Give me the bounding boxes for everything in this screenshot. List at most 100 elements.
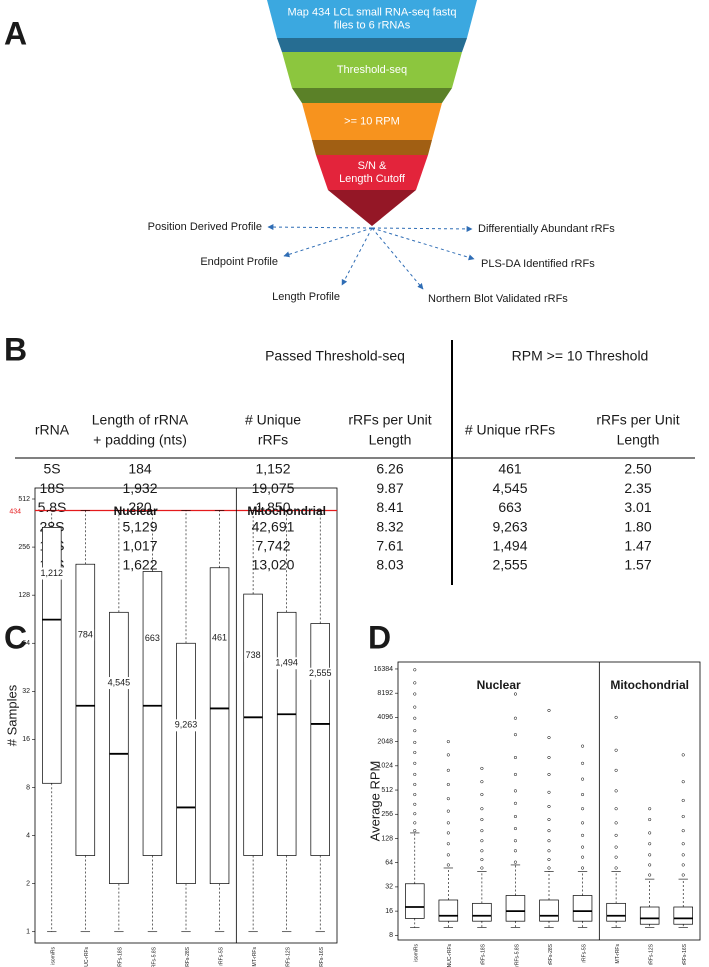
table-cell: 2.50	[624, 461, 651, 477]
count-bg	[306, 667, 335, 680]
table-cell: 184	[128, 461, 152, 477]
box	[176, 642, 196, 884]
y-tick-label: 8192	[377, 690, 393, 697]
x-tick-label: NUC-rRFs	[84, 947, 90, 967]
output-label: Length Profile	[272, 291, 340, 303]
outlier	[513, 772, 517, 777]
outlier	[446, 782, 450, 787]
arrow	[267, 224, 373, 231]
box	[310, 623, 330, 856]
arrow	[371, 227, 424, 290]
y-tick-label: 32	[22, 688, 30, 695]
x-tick-label: isomiRs	[414, 944, 420, 962]
output-label: Endpoint Profile	[200, 256, 278, 268]
group-label: Mitochondrial	[610, 678, 689, 692]
outlier	[547, 804, 551, 809]
y-tick-label: 16384	[374, 666, 394, 673]
outlier	[581, 821, 585, 825]
column-header: Length	[617, 432, 660, 448]
outlier	[446, 821, 450, 825]
outlier	[581, 866, 585, 870]
outlier	[513, 814, 517, 819]
table-cell: 1,850	[255, 499, 290, 515]
table-cell: 8.03	[376, 557, 403, 573]
group-header: RPM >= 10 Threshold	[512, 348, 649, 364]
outlier	[614, 855, 618, 859]
outlier	[547, 772, 551, 777]
outlier	[681, 753, 685, 757]
count-bg	[272, 657, 301, 670]
outlier	[581, 744, 585, 748]
funnel-step	[316, 155, 428, 190]
table-cell: 9.87	[376, 480, 403, 496]
outlier	[413, 802, 417, 806]
count-bg	[172, 719, 200, 732]
outlier	[480, 766, 484, 770]
x-tick-label: MT-rRFs	[252, 947, 258, 967]
arrow	[371, 227, 475, 261]
outlier	[480, 807, 484, 811]
table-cell: 2.35	[624, 480, 651, 496]
y-tick-label: 32	[385, 884, 393, 891]
table-cell: 13,020	[252, 557, 295, 573]
column-header: rRNA	[35, 422, 70, 438]
table-cell: 1,152	[255, 461, 290, 477]
outlier	[513, 755, 517, 760]
table-cell: 1,494	[492, 538, 527, 554]
table-cell: 461	[498, 461, 522, 477]
table-cell: 8.41	[376, 499, 403, 515]
outlier	[681, 863, 685, 867]
y-tick-label: 8	[26, 784, 30, 791]
table-cell: 1.57	[624, 557, 651, 573]
outlier	[413, 772, 417, 777]
x-tick-label: rRFs-28S	[185, 946, 191, 967]
step-text: Length Cutoff	[339, 173, 406, 185]
outlier	[480, 849, 484, 853]
outlier	[648, 863, 652, 867]
outlier	[446, 809, 450, 813]
step-text: Map 434 LCL small RNA-seq fastq	[288, 6, 457, 18]
outlier	[513, 839, 517, 843]
x-tick-label: rRFs-5S	[581, 943, 587, 962]
arrow	[371, 225, 473, 232]
y-tick-label: 256	[18, 544, 30, 551]
count-label: 2,555	[309, 668, 332, 678]
table-cell: 2,555	[492, 557, 527, 573]
outlier	[581, 807, 585, 811]
box	[673, 906, 693, 925]
box	[75, 563, 96, 856]
table-cell: 3.01	[624, 499, 651, 515]
outlier	[413, 793, 417, 797]
outlier	[547, 858, 551, 862]
count-label: 738	[246, 650, 261, 660]
outlier	[614, 821, 618, 825]
y-axis-label: Average RPM	[367, 761, 382, 842]
funnel-fold	[312, 140, 432, 155]
outlier	[513, 733, 517, 737]
output-label: Position Derived Profile	[148, 221, 262, 233]
box	[243, 593, 263, 856]
y-tick-label: 256	[381, 811, 393, 818]
outlier	[413, 668, 417, 672]
output-label: Differentially Abundant rRFs	[478, 223, 615, 235]
group-label: Nuclear	[477, 678, 521, 692]
box	[572, 895, 593, 922]
box	[109, 611, 129, 884]
outlier	[547, 849, 551, 853]
column-header: rRFs per Unit	[596, 412, 679, 428]
x-tick-label: rRFs-5.8S	[514, 943, 520, 966]
table-cell: 7,742	[255, 538, 290, 554]
y-tick-label: 4	[26, 832, 30, 839]
y-tick-label: 8	[389, 932, 393, 939]
column-header: Length	[369, 432, 412, 448]
outlier	[446, 753, 450, 757]
step-text: Threshold-seq	[337, 64, 407, 76]
y-tick-label: 64	[22, 640, 30, 647]
y-axis-label: # Samples	[4, 684, 19, 746]
x-tick-label: isomiRs	[51, 947, 57, 965]
table-cell: 7.61	[376, 538, 403, 554]
outlier	[480, 866, 484, 870]
panel-label: D	[368, 619, 391, 655]
table-cell: 42,691	[252, 518, 295, 534]
y-tick-label: 16	[22, 736, 30, 743]
